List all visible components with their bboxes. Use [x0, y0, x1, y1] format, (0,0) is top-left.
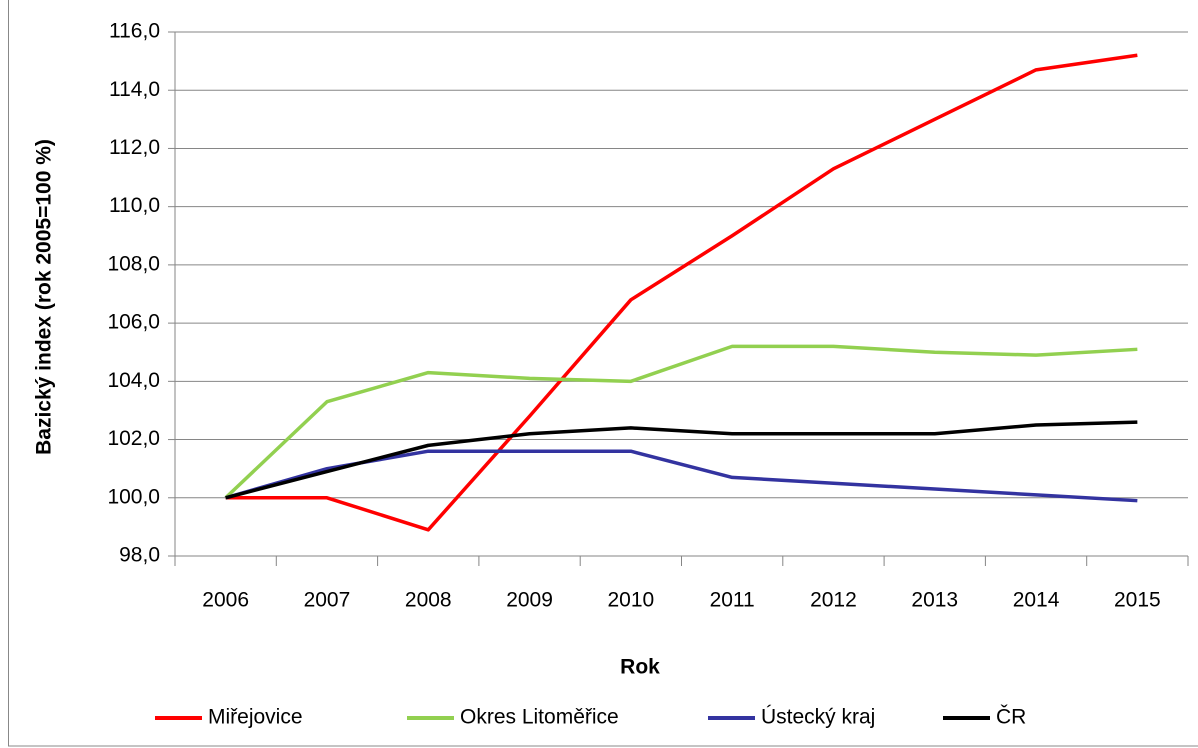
series-line — [225, 420, 1138, 500]
legend-label: Ústecký kraj — [761, 706, 875, 729]
y-tick-label: 102,0 — [107, 427, 160, 450]
x-tick-label: 2013 — [911, 589, 958, 612]
y-tick-label: 100,0 — [107, 485, 160, 508]
x-tick-label: 2015 — [1114, 589, 1161, 612]
series-line — [225, 53, 1138, 532]
y-tick-label: 106,0 — [107, 311, 160, 334]
y-tick-label: 108,0 — [107, 252, 160, 275]
y-tick-label: 110,0 — [109, 194, 160, 217]
x-tick-label: 2009 — [506, 589, 553, 612]
series-line — [224, 344, 1138, 500]
x-tick-label: 2010 — [607, 589, 654, 612]
x-tick-label: 2006 — [202, 589, 249, 612]
x-tick-label: 2007 — [304, 589, 351, 612]
legend-label: Okres Litoměřice — [460, 706, 619, 729]
y-tick-label: 116,0 — [109, 20, 160, 43]
legend-label: Miřejovice — [208, 706, 303, 729]
y-tick-label: 104,0 — [107, 369, 160, 392]
x-tick-label: 2014 — [1013, 589, 1060, 612]
x-tick-label: 2012 — [810, 589, 857, 612]
y-tick-label: 112,0 — [109, 136, 160, 159]
x-tick-label: 2008 — [405, 589, 452, 612]
y-axis-title: Bazický index (rok 2005=100 %) — [33, 139, 56, 455]
x-tick-label: 2011 — [710, 589, 755, 612]
x-axis-title: Rok — [620, 656, 660, 679]
y-tick-label: 114,0 — [109, 78, 160, 101]
series-line — [225, 449, 1138, 503]
y-tick-label: 98,0 — [119, 544, 160, 567]
chart-border — [8, 0, 1198, 747]
legend-label: ČR — [996, 706, 1026, 729]
